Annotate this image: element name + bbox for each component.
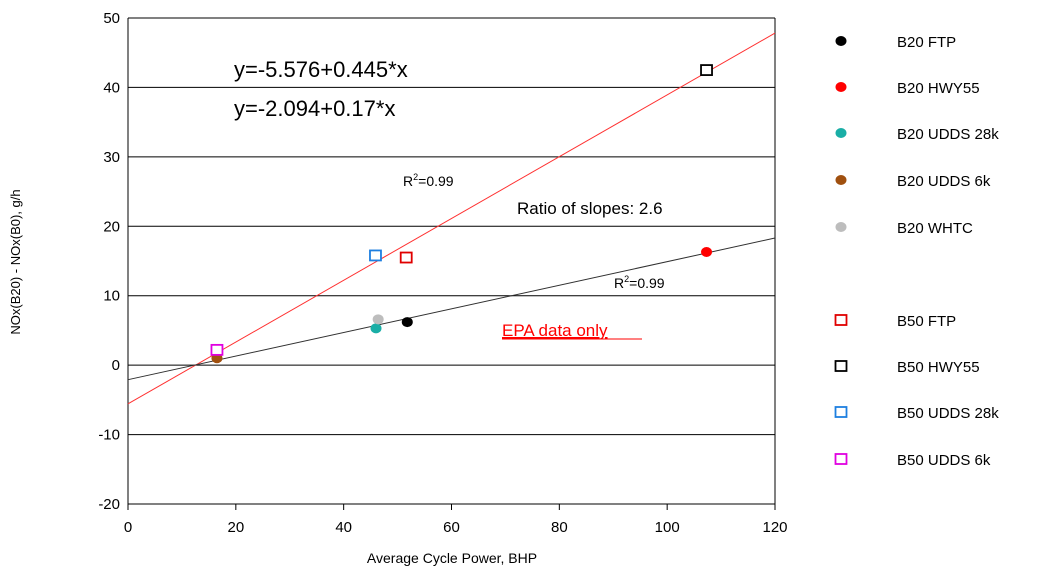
- y-axis-title: NOx(B20) - NOx(B0), g/h: [8, 189, 23, 334]
- x-tick-label: 0: [124, 519, 132, 536]
- legend-marker: [834, 314, 848, 326]
- regression-line: [127, 32, 776, 405]
- fit-lines-layer: [127, 32, 776, 405]
- data-point: [401, 317, 413, 328]
- legend-label: B20 UDDS 28k: [897, 126, 999, 143]
- legend-label: B20 HWY55: [897, 80, 980, 97]
- data-point: [369, 249, 382, 262]
- regression-line: [127, 237, 776, 381]
- data-point: [372, 314, 384, 325]
- data-point: [370, 323, 382, 334]
- x-axis-title: Average Cycle Power, BHP: [367, 550, 537, 566]
- x-tick-label: 80: [551, 519, 568, 536]
- legend-marker: [835, 175, 847, 185]
- y-tick-label: -10: [98, 427, 120, 444]
- y-tick-label: 30: [103, 149, 120, 166]
- y-tick-label: 20: [103, 218, 120, 235]
- legend-label: B50 UDDS 28k: [897, 405, 999, 422]
- data-point: [701, 246, 713, 257]
- y-tick-label: 50: [103, 10, 120, 27]
- legend-marker: [835, 82, 847, 92]
- y-tick-label: -20: [98, 496, 120, 513]
- legend-marker: [834, 406, 848, 418]
- y-tick-label: 10: [103, 288, 120, 305]
- legend-label: B50 FTP: [897, 313, 956, 330]
- data-point: [700, 64, 713, 76]
- r-squared-b20-sup: 2: [624, 274, 629, 284]
- r-squared-b50-value: =0.99: [418, 173, 454, 189]
- legend-label: B20 WHTC: [897, 220, 973, 237]
- legend: B20 FTP B20 HWY55 B20 UDDS 28k B20 UDDS 6k B…: [834, 34, 999, 469]
- legend-label: B50 HWY55: [897, 359, 980, 376]
- y-tick-label: 0: [112, 357, 120, 374]
- grid-layer: [128, 17, 775, 505]
- r-squared-b20: R2=0.99: [614, 274, 665, 291]
- equation-b50: y=-5.576+0.445*x: [234, 57, 408, 82]
- tick-labels-layer: -20 -10 0 10 20 30 40 50 0 20 40 60 80 100 120: [98, 10, 787, 536]
- legend-marker: [835, 128, 847, 138]
- legend-marker: [835, 36, 847, 46]
- x-tick-label: 40: [335, 519, 352, 536]
- equation-b20: y=-2.094+0.17*x: [234, 96, 395, 121]
- r-squared-b50: R2=0.99: [403, 172, 454, 189]
- data-point: [210, 343, 224, 356]
- x-tick-label: 100: [655, 519, 680, 536]
- r-squared-b50-sup: 2: [413, 172, 418, 182]
- x-tick-label: 120: [762, 519, 787, 536]
- data-point: [399, 251, 413, 264]
- legend-marker: [835, 222, 847, 232]
- r-squared-b50-r: R: [403, 173, 413, 189]
- legend-label: B50 UDDS 6k: [897, 452, 991, 469]
- slope-ratio-annotation: Ratio of slopes: 2.6: [517, 199, 663, 218]
- x-tick-label: 20: [227, 519, 244, 536]
- y-tick-label: 40: [103, 79, 120, 96]
- epa-data-note: EPA data only: [502, 321, 608, 340]
- r-squared-b20-r: R: [614, 275, 624, 291]
- legend-label: B20 FTP: [897, 34, 956, 51]
- x-tick-label: 60: [443, 519, 460, 536]
- axes-layer: [127, 18, 776, 510]
- legend-marker: [834, 453, 848, 465]
- r-squared-b20-value: =0.99: [629, 275, 665, 291]
- legend-label: B20 UDDS 6k: [897, 173, 991, 190]
- legend-marker: [834, 360, 848, 372]
- points-layer: [210, 64, 713, 364]
